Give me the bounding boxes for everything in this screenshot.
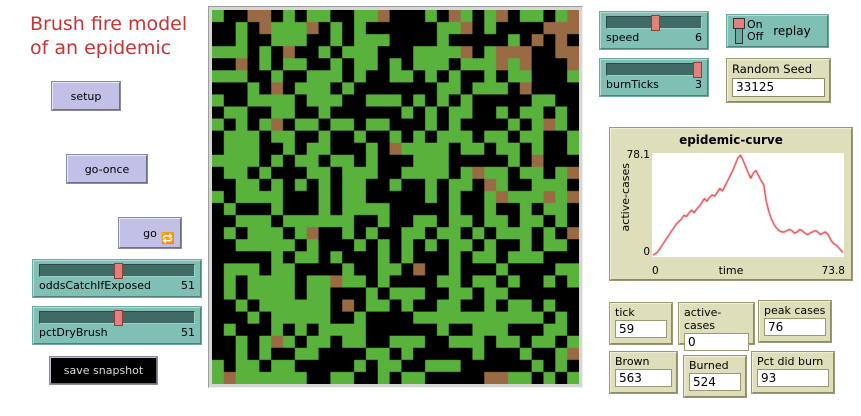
forever-loop-icon: 🔁 <box>161 232 175 245</box>
go-button-label: go <box>143 226 157 240</box>
page-title: Brush fire model of an epidemic <box>30 13 188 59</box>
slider-value-oddsCatchIfExposed: 51 <box>181 279 195 292</box>
monitor-tick-label: tick <box>615 306 635 319</box>
monitor-brown[interactable]: Brown 563 <box>610 352 677 393</box>
monitor-brown-label: Brown <box>615 355 650 368</box>
slider-track-speed[interactable] <box>606 15 702 31</box>
slider-label-oddsCatchIfExposed: oddsCatchIfExposed <box>39 279 151 292</box>
slider-value-pctDryBrush: 51 <box>181 326 195 339</box>
switch-lever-icon[interactable] <box>733 18 745 44</box>
plot-ytick-max: 78.1 <box>626 149 650 161</box>
save-snapshot-label: save snapshot <box>63 364 144 377</box>
slider-track-oddsCatchIfExposed[interactable] <box>39 263 195 279</box>
slider-label-burnTicks: burnTicks <box>606 78 659 91</box>
monitor-burned[interactable]: Burned 524 <box>684 356 746 397</box>
go-once-button-label: go-once <box>84 162 130 176</box>
monitor-pct-did-burn-label: Pct did burn <box>757 355 824 368</box>
setup-button[interactable]: setup <box>52 82 120 110</box>
save-snapshot-button[interactable]: save snapshot <box>50 357 157 384</box>
monitor-peak-cases-value: 76 <box>764 318 826 336</box>
plot-xtick-min: 0 <box>652 265 659 277</box>
random-seed-box[interactable]: Random Seed <box>727 59 830 102</box>
plot-line-canvas <box>652 153 844 257</box>
slider-oddsCatchIfExposed[interactable]: oddsCatchIfExposed 51 <box>33 260 201 297</box>
random-seed-input[interactable] <box>732 77 825 97</box>
replay-switch[interactable]: On Off replay <box>727 15 828 47</box>
slider-thumb-speed[interactable] <box>650 15 660 31</box>
slider-pctDryBrush[interactable]: pctDryBrush 51 <box>33 307 201 344</box>
plot-area: 78.1 0 <box>627 149 844 258</box>
switch-title: replay <box>773 24 811 38</box>
slider-value-burnTicks: 3 <box>695 78 702 91</box>
slider-track-pctDryBrush[interactable] <box>39 310 195 326</box>
monitor-brown-value: 563 <box>615 369 672 387</box>
switch-on-label: On <box>747 18 763 31</box>
plot-xtick-max: 73.8 <box>821 265 845 277</box>
slider-thumb-oddsCatchIfExposed[interactable] <box>113 263 123 279</box>
slider-track-burnTicks[interactable] <box>606 62 703 78</box>
slider-label-speed: speed <box>606 31 640 44</box>
world-view-frame[interactable] <box>208 6 583 388</box>
plot-title: epidemic-curve <box>679 133 783 147</box>
monitor-burned-label: Burned <box>689 359 729 372</box>
slider-thumb-pctDryBrush[interactable] <box>113 310 123 326</box>
go-button[interactable]: go 🔁 <box>119 218 181 248</box>
monitor-peak-cases-label: peak cases <box>764 304 826 317</box>
monitor-active-cases-value: 0 <box>684 333 749 351</box>
slider-burnTicks[interactable]: burnTicks 3 <box>600 59 708 96</box>
monitor-tick-value: 59 <box>615 320 667 338</box>
monitor-burned-value: 524 <box>689 373 741 391</box>
switch-state-labels: On Off <box>747 19 763 43</box>
plot-ytick-min: 0 <box>643 246 650 258</box>
epidemic-curve-plot[interactable]: epidemic-curve active-cases 78.1 0 0 tim… <box>610 128 852 280</box>
plot-y-axis-label: active-cases <box>619 163 632 232</box>
monitor-peak-cases[interactable]: peak cases 76 <box>759 301 831 342</box>
monitor-tick[interactable]: tick 59 <box>610 303 672 344</box>
slider-thumb-burnTicks[interactable] <box>693 62 703 78</box>
setup-button-label: setup <box>70 89 102 103</box>
go-once-button[interactable]: go-once <box>67 155 147 183</box>
slider-value-speed: 6 <box>695 31 702 44</box>
slider-speed[interactable]: speed 6 <box>600 12 708 49</box>
slider-label-pctDryBrush: pctDryBrush <box>39 326 108 339</box>
switch-off-label: Off <box>747 30 764 43</box>
monitor-pct-did-burn-value: 93 <box>757 369 829 387</box>
simulation-world-canvas[interactable] <box>212 10 579 384</box>
monitor-active-cases-label: active-cases <box>684 306 722 332</box>
plot-x-axis-label: time <box>718 264 744 277</box>
monitor-pct-did-burn[interactable]: Pct did burn 93 <box>752 352 834 393</box>
random-seed-label: Random Seed <box>732 62 813 76</box>
switch-slot <box>735 28 743 44</box>
monitor-active-cases[interactable]: active-cases 0 <box>679 303 754 351</box>
